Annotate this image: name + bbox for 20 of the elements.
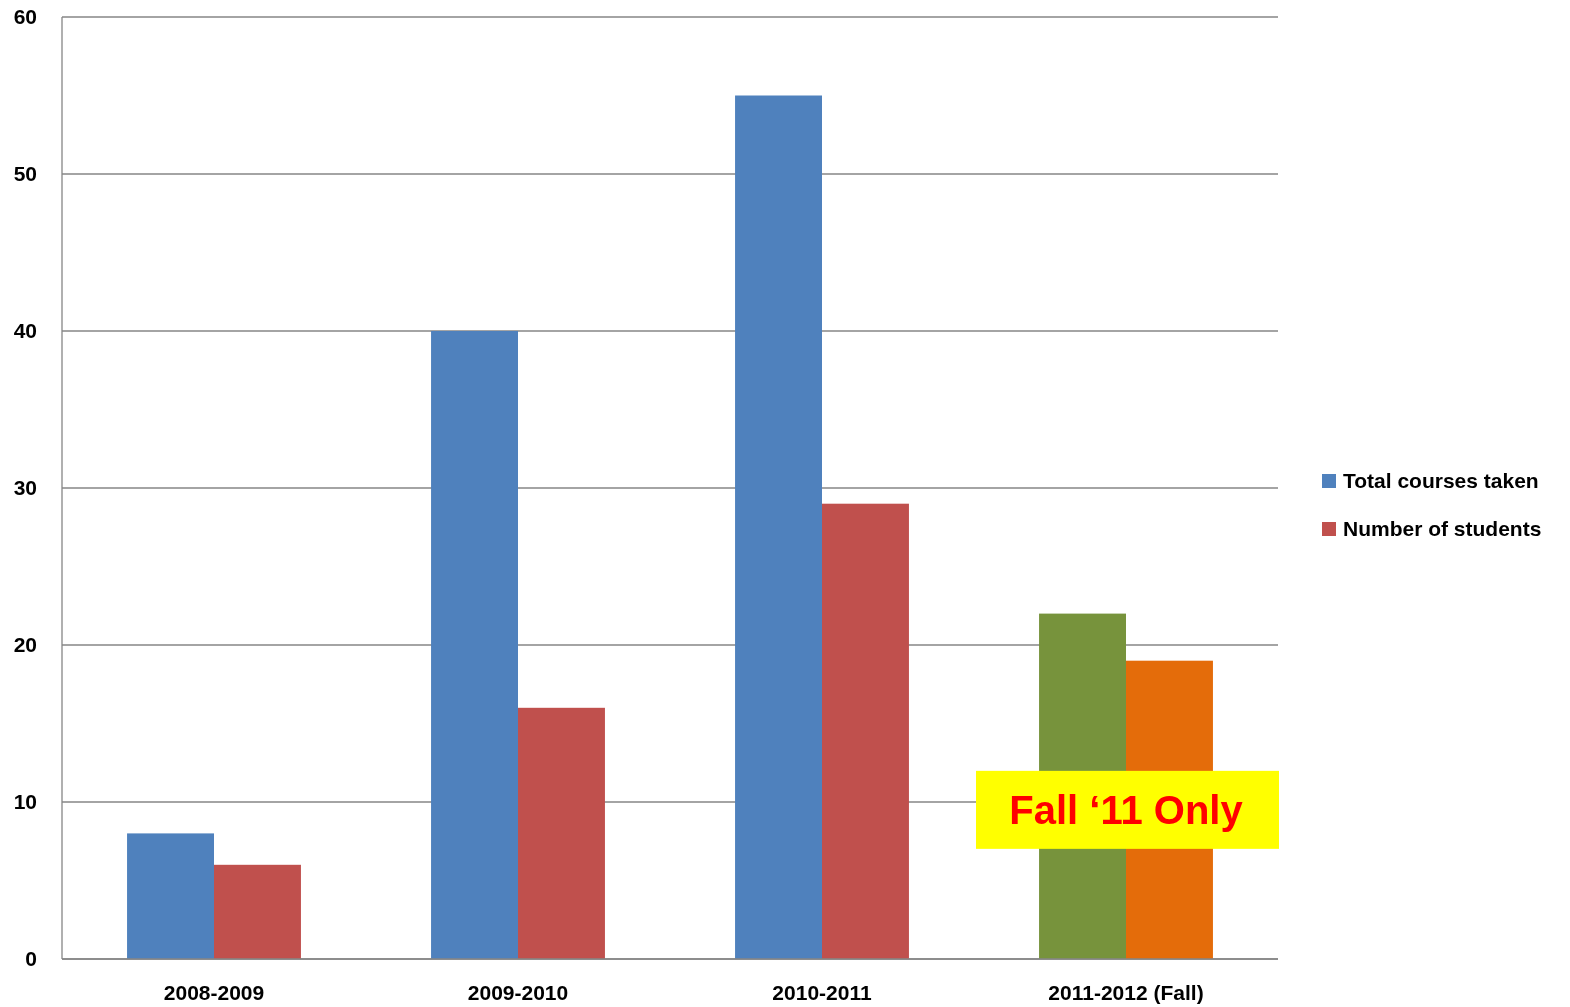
y-tick-label: 40 <box>13 319 37 343</box>
y-tick-label: 20 <box>13 633 37 657</box>
x-tick-label: 2011-2012 (Fall) <box>1048 981 1204 1004</box>
bar <box>518 707 605 959</box>
y-tick-label: 30 <box>13 476 37 500</box>
bar <box>127 833 214 959</box>
bar <box>735 95 822 959</box>
legend-label: Number of students <box>1343 517 1542 541</box>
x-tick-label: 2009-2010 <box>467 981 569 1004</box>
bar <box>214 864 301 959</box>
bar <box>431 331 518 959</box>
x-tick-label: 2010-2011 <box>772 981 872 1004</box>
y-tick-label: 10 <box>13 790 37 814</box>
y-tick-label: 50 <box>13 162 37 186</box>
bar <box>822 503 909 959</box>
annotation: Fall ‘11 Only <box>1009 787 1244 832</box>
legend-label: Total courses taken <box>1343 469 1539 493</box>
y-tick-label: 0 <box>25 947 37 971</box>
x-tick-label: 2008-2009 <box>163 981 265 1004</box>
y-tick-label: 60 <box>13 5 37 29</box>
